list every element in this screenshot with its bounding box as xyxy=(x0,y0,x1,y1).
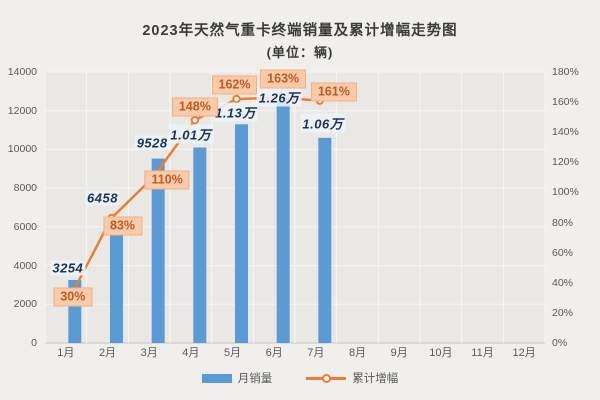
right-axis-tick: 160% xyxy=(552,96,579,109)
bar-3月 xyxy=(151,158,165,343)
bar-5月 xyxy=(235,124,248,343)
legend-item-monthly-sales: 月销量 xyxy=(201,370,273,386)
left-axis-tick: 8000 xyxy=(13,182,37,195)
legend-label: 月销量 xyxy=(237,373,273,385)
bar-swatch-icon xyxy=(201,373,232,383)
growth-pct-label: 148% xyxy=(171,97,218,117)
bar-value-label: 9528 xyxy=(134,135,170,151)
x-axis-label: 1月 xyxy=(57,347,75,359)
left-axis-tick: 12000 xyxy=(7,104,37,117)
bar-7月 xyxy=(318,137,332,343)
left-axis-tick: 14000 xyxy=(7,66,37,78)
growth-pct-label: 162% xyxy=(211,75,258,95)
right-axis-tick: 100% xyxy=(552,186,579,199)
right-axis-tick: 140% xyxy=(552,126,579,139)
x-axis-label: 10月 xyxy=(429,347,453,359)
x-axis-label: 3月 xyxy=(140,347,158,359)
left-axis-tick: 6000 xyxy=(13,220,37,233)
x-axis-label: 5月 xyxy=(223,347,242,359)
chart-legend: 月销量 累计增幅 xyxy=(0,370,600,386)
left-axis-tick: 4000 xyxy=(13,259,37,272)
chart-subtitle: (单位：辆) xyxy=(266,45,334,60)
right-axis-tick: 40% xyxy=(552,276,574,289)
x-axis-label: 4月 xyxy=(182,347,200,359)
left-axis-tick: 2000 xyxy=(13,298,37,311)
legend-item-cumulative-growth: 累计增幅 xyxy=(306,370,398,386)
bar-6月 xyxy=(276,99,290,343)
right-axis-tick: 180% xyxy=(552,66,579,78)
right-axis-tick: 120% xyxy=(552,156,579,169)
growth-pct-label: 110% xyxy=(144,170,190,190)
right-axis-tick: 0% xyxy=(552,337,568,349)
left-axis-tick: 0 xyxy=(31,337,37,349)
bar-4月 xyxy=(193,147,207,343)
bar-value-label: 3254 xyxy=(50,260,86,276)
x-axis-label: 8月 xyxy=(348,347,367,359)
bar-2月 xyxy=(110,217,123,343)
bar-value-label: 1.01万 xyxy=(168,124,214,144)
x-axis-label: 6月 xyxy=(265,347,283,359)
growth-pct-label: 161% xyxy=(310,82,357,102)
bar-value-label: 1.26万 xyxy=(256,87,302,107)
bar-value-label: 1.06万 xyxy=(300,113,346,133)
right-axis-tick: 60% xyxy=(552,246,574,259)
left-axis-tick: 10000 xyxy=(7,143,37,156)
bar-value-label: 6458 xyxy=(85,190,120,206)
x-axis-label: 7月 xyxy=(307,347,325,359)
line-marker-4月 xyxy=(190,115,200,125)
growth-pct-label: 30% xyxy=(53,287,93,307)
x-axis-label: 11月 xyxy=(471,347,494,359)
right-axis-tick: 80% xyxy=(552,216,574,229)
x-axis-label: 2月 xyxy=(98,347,117,359)
chart-title: 2023年天然气重卡终端销量及累计增幅走势图 xyxy=(142,23,458,39)
growth-pct-label: 83% xyxy=(102,216,143,236)
right-axis-tick: 20% xyxy=(552,306,574,319)
x-axis-label: 9月 xyxy=(390,347,408,359)
line-marker-5月 xyxy=(232,94,241,104)
legend-label: 累计增幅 xyxy=(352,373,399,385)
growth-pct-label: 163% xyxy=(260,69,307,89)
bar-value-label: 1.13万 xyxy=(213,102,258,122)
x-axis-label: 12月 xyxy=(512,347,536,359)
line-swatch-icon xyxy=(306,373,347,383)
